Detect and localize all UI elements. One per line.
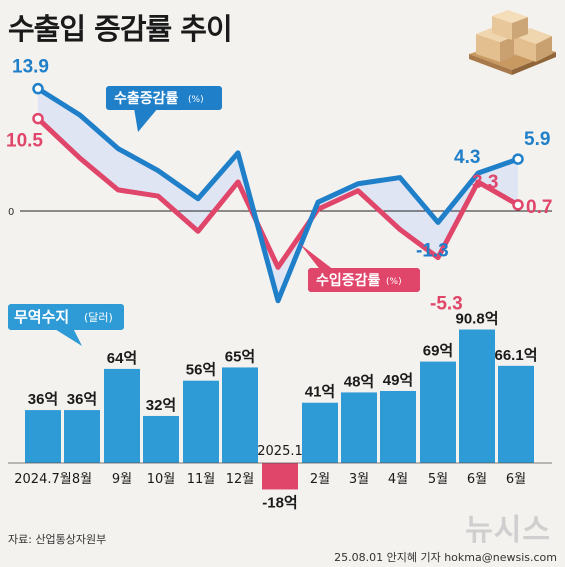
bar-category-label: 2025.1 bbox=[257, 444, 303, 459]
line-value-label: 5.9 bbox=[524, 129, 550, 150]
bar-value-label: 36억 bbox=[28, 390, 59, 408]
line-value-label: -1.3 bbox=[416, 240, 449, 261]
import-legend-label: 수입증감률 bbox=[316, 272, 381, 289]
bar-category-label: 12월 bbox=[226, 472, 255, 487]
bar-category-label: 2024.7월 bbox=[14, 472, 71, 487]
bar-category-label: 10월 bbox=[147, 472, 176, 487]
trade-balance-bar bbox=[262, 463, 298, 490]
bar-category-label: 6월 bbox=[467, 472, 487, 487]
trade-balance-bar bbox=[222, 367, 258, 463]
trade-balance-bar bbox=[25, 410, 61, 463]
trade-balance-bar bbox=[143, 415, 179, 463]
bar-value-label: 48억 bbox=[344, 372, 375, 390]
cargo-boxes-illustration bbox=[469, 10, 556, 75]
bar-value-label: 66.1억 bbox=[495, 346, 538, 364]
bar-category-label: 8월 bbox=[72, 472, 92, 487]
line-value-label: 0.7 bbox=[526, 197, 552, 218]
bar-category-label: 4월 bbox=[388, 472, 408, 487]
bar-category-label: 6월 bbox=[506, 472, 526, 487]
trade-balance-bar bbox=[64, 410, 100, 463]
export-line bbox=[35, 86, 521, 304]
bar-legend-label: 무역수지 bbox=[14, 308, 69, 326]
bar-value-label: 64억 bbox=[107, 349, 138, 367]
callout-pointer bbox=[134, 108, 158, 132]
line-value-label: 13.9 bbox=[12, 57, 49, 78]
trade-balance-bar bbox=[380, 390, 416, 463]
bar-legend-box bbox=[8, 304, 124, 330]
import-line bbox=[35, 116, 521, 270]
import-legend-label-unit: (%) bbox=[386, 277, 402, 287]
bar-value-label: 49억 bbox=[383, 371, 414, 389]
bar-value-label: -18억 bbox=[262, 493, 297, 511]
bar-legend-unit: (달러) bbox=[84, 311, 113, 324]
bar-value-label: 56억 bbox=[186, 361, 217, 379]
line-value-label: -5.3 bbox=[430, 294, 463, 315]
callout-box bbox=[308, 268, 420, 292]
bar-legend-pointer bbox=[50, 326, 82, 346]
bar-value-label: 69억 bbox=[423, 342, 454, 360]
bar-value-label: 32억 bbox=[146, 396, 177, 414]
bar-category-label: 5월 bbox=[428, 472, 448, 487]
trade-balance-bar bbox=[183, 380, 219, 463]
line-value-label: 3.3 bbox=[472, 172, 498, 193]
point-marker bbox=[512, 199, 524, 211]
trade-balance-bar bbox=[104, 368, 140, 463]
bar-value-label: 90.8억 bbox=[456, 310, 499, 328]
line-chart: 0 13.9 10.5 -1.3 -5.3 4.3 3.3 5.9 0.7 수출증감률 (%) 수입증… bbox=[6, 57, 552, 315]
bar-value-label: 41억 bbox=[305, 383, 336, 401]
trade-balance-bar bbox=[420, 361, 456, 463]
export-legend-label: 수출증감률 bbox=[114, 90, 179, 107]
trade-balance-bar bbox=[459, 329, 495, 463]
point-marker bbox=[512, 153, 524, 165]
callout-box bbox=[106, 86, 222, 110]
trade-balance-bar bbox=[341, 392, 377, 463]
source-note: 자료: 산업통상자원부 bbox=[8, 533, 107, 546]
bar-category-label: 3월 bbox=[349, 472, 369, 487]
trade-balance-bar bbox=[302, 402, 338, 463]
bar-value-label: 36억 bbox=[67, 390, 98, 408]
credit-line: 25.08.01 안지혜 기자 hokma@newsis.com bbox=[334, 551, 557, 564]
bar-category-label: 2월 bbox=[310, 472, 330, 487]
page-title: 수출입 증감률 추이 bbox=[8, 12, 233, 46]
bar-category-label: 11월 bbox=[187, 472, 216, 487]
point-marker bbox=[32, 82, 44, 95]
bar-chart: 무역수지 (달러) 36억 2024.7월 36억 8월 64억 9월 32억 10월 56억 11월… bbox=[8, 304, 552, 511]
bar-value-label: 65억 bbox=[225, 347, 256, 365]
point-marker bbox=[32, 112, 44, 125]
zero-tick-label: 0 bbox=[8, 207, 14, 218]
export-legend-label-unit: (%) bbox=[188, 95, 204, 105]
bar-category-label: 9월 bbox=[112, 472, 132, 487]
trade-balance-bar bbox=[498, 365, 534, 463]
line-value-label: 10.5 bbox=[6, 131, 43, 152]
newsis-logo: 뉴시스 bbox=[465, 513, 551, 548]
line-value-label: 4.3 bbox=[454, 147, 480, 168]
